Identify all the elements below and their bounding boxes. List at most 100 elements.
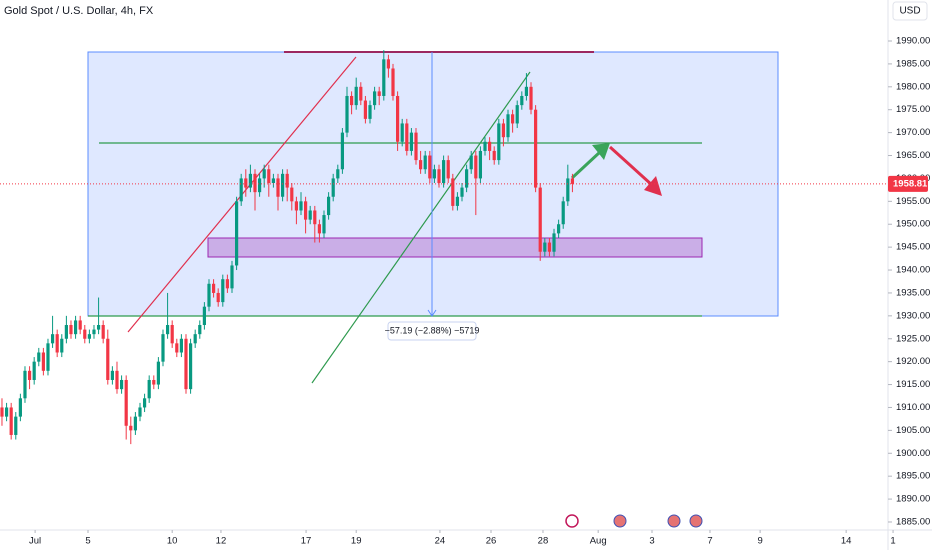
candle-body bbox=[400, 123, 404, 142]
candle-body bbox=[294, 201, 298, 211]
candle-body bbox=[322, 215, 326, 234]
y-tick-label: 1955.00 bbox=[896, 196, 930, 207]
candle-body bbox=[340, 132, 345, 170]
candle-body bbox=[345, 95, 349, 133]
y-tick-label: 1895.00 bbox=[896, 471, 930, 482]
candle-body bbox=[142, 398, 147, 408]
x-tick-label: 10 bbox=[167, 536, 178, 547]
y-tick-label: 1890.00 bbox=[896, 494, 930, 505]
chart-title: Gold Spot / U.S. Dollar, 4h, FX bbox=[4, 5, 154, 17]
candle-body bbox=[207, 283, 211, 307]
candle-body bbox=[211, 283, 216, 293]
candle-body bbox=[0, 407, 4, 417]
candle-body bbox=[216, 292, 220, 303]
candle-body bbox=[409, 132, 414, 151]
y-tick-label: 1920.00 bbox=[896, 356, 930, 367]
y-tick-label: 1935.00 bbox=[896, 287, 930, 298]
candle-body bbox=[363, 100, 368, 119]
candle-body bbox=[460, 187, 464, 197]
last-price-box bbox=[888, 175, 928, 192]
event-icons bbox=[565, 514, 703, 528]
candle-body bbox=[501, 123, 506, 138]
candle-body bbox=[451, 178, 455, 206]
arrow-down-head bbox=[644, 176, 662, 196]
candle-body bbox=[386, 59, 391, 69]
candle-body bbox=[46, 343, 50, 371]
last-price-label: 1958.81 bbox=[893, 178, 928, 189]
x-tick-label: 19 bbox=[351, 536, 362, 547]
candle-body bbox=[101, 325, 105, 339]
y-tick-label: 1900.00 bbox=[896, 448, 930, 459]
candle-body bbox=[428, 155, 432, 179]
x-tick-label: 24 bbox=[435, 536, 446, 547]
candle-body bbox=[198, 325, 202, 335]
arrow-up bbox=[570, 150, 602, 180]
trend-line-green bbox=[311, 71, 531, 384]
candle-body bbox=[23, 370, 27, 399]
candle-body bbox=[492, 150, 496, 161]
candle-body bbox=[202, 306, 206, 326]
candle-body bbox=[106, 338, 110, 380]
candle-body bbox=[497, 123, 501, 161]
candle-body bbox=[92, 329, 96, 335]
candle-body bbox=[396, 95, 400, 142]
x-tick-label: 28 bbox=[538, 536, 549, 547]
candle-body bbox=[248, 173, 252, 188]
x-tick-label: 17 bbox=[301, 536, 312, 547]
candle-body bbox=[561, 201, 565, 225]
y-tick-label: 1945.00 bbox=[896, 242, 930, 253]
candle-body bbox=[377, 91, 381, 96]
candle-body bbox=[414, 132, 418, 161]
candle-body bbox=[239, 178, 243, 202]
candle-body bbox=[570, 178, 575, 184]
candle-body bbox=[405, 123, 409, 151]
candles bbox=[0, 50, 575, 445]
currency: USD bbox=[899, 6, 920, 17]
measure-arrow bbox=[427, 309, 437, 317]
candle-body bbox=[267, 169, 271, 184]
candle-body bbox=[524, 86, 529, 96]
candle-body bbox=[538, 187, 542, 252]
candle-body bbox=[234, 201, 239, 266]
y-tick-label: 1925.00 bbox=[896, 333, 930, 344]
candle-body bbox=[69, 325, 73, 335]
candle-body bbox=[147, 379, 151, 399]
candle-body bbox=[18, 398, 22, 417]
y-tick-label: 1985.00 bbox=[896, 58, 930, 69]
x-tick-label: 9 bbox=[757, 536, 762, 547]
candle-body bbox=[55, 334, 59, 353]
candle-body bbox=[313, 210, 317, 225]
y-tick-label: 1910.00 bbox=[896, 402, 930, 413]
candle-body bbox=[14, 416, 18, 435]
x-tick-label: 1 bbox=[890, 536, 895, 547]
measure-label: −57.19 (−2.88%) −5719 bbox=[385, 325, 480, 335]
y-tick-label: 1975.00 bbox=[896, 104, 930, 115]
candle-body bbox=[391, 68, 395, 96]
arrow-down bbox=[608, 145, 654, 187]
candle-body bbox=[368, 105, 372, 119]
candle-body bbox=[557, 224, 561, 234]
candle-body bbox=[4, 407, 9, 417]
candle-body bbox=[354, 86, 358, 106]
y-tick-label: 1970.00 bbox=[896, 127, 930, 138]
y-tick-label: 1980.00 bbox=[896, 81, 930, 92]
candle-body bbox=[262, 169, 266, 179]
candle-body bbox=[41, 352, 45, 371]
x-tick-label: 26 bbox=[486, 536, 497, 547]
candle-body bbox=[534, 109, 538, 188]
y-tick-label: 1930.00 bbox=[896, 310, 930, 321]
candle-body bbox=[432, 169, 437, 179]
candle-body bbox=[350, 95, 354, 106]
candle-body bbox=[60, 338, 64, 353]
candle-body bbox=[129, 425, 133, 431]
y-tick-label: 1915.00 bbox=[896, 379, 930, 390]
candle-body bbox=[506, 114, 510, 138]
candle-body bbox=[193, 334, 197, 344]
candle-body bbox=[455, 196, 460, 206]
y-tick-label: 1990.00 bbox=[896, 36, 930, 47]
candle-body bbox=[37, 352, 41, 362]
candle-body bbox=[543, 242, 547, 252]
candle-body bbox=[488, 141, 492, 151]
